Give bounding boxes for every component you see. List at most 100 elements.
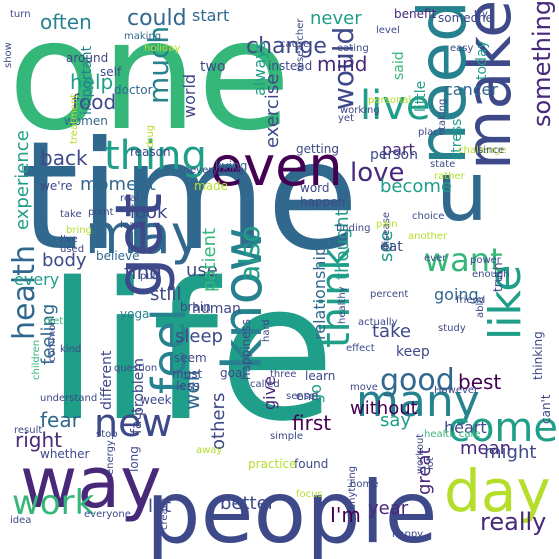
word-cancer: cancer: [444, 80, 498, 99]
word-drug: drug: [145, 124, 156, 148]
word-simple: simple: [270, 431, 304, 442]
word-work: work: [12, 483, 95, 523]
word-happy: happy: [392, 529, 424, 540]
word-disease: disease: [381, 212, 392, 250]
word-cause: cause: [280, 39, 310, 50]
word-result: result: [14, 425, 43, 436]
word-truth: truth: [491, 262, 505, 292]
word-help: help: [70, 70, 114, 94]
word-eating: eating: [337, 43, 369, 54]
word-able: able: [475, 296, 486, 318]
word-three: three: [270, 369, 297, 380]
word-everyone: everyone: [84, 509, 131, 520]
word-patient: patient: [199, 227, 220, 292]
word-true: true: [40, 165, 65, 179]
word-benefit: benefit: [394, 7, 437, 21]
word-actually: actually: [358, 317, 398, 328]
word-since: since: [478, 145, 504, 156]
word-relationship: relationship: [310, 245, 329, 340]
word-take: take: [60, 209, 82, 220]
word-friend: friend: [456, 295, 486, 306]
word-diet: diet: [44, 316, 64, 327]
word-eat: eat: [380, 239, 403, 255]
word-pain: pain: [376, 219, 398, 230]
word-time: time: [20, 110, 359, 284]
word-kind: kind: [60, 344, 82, 355]
word-finding: finding: [336, 223, 371, 234]
word-away: away: [196, 445, 223, 456]
word-i-m: I'm: [330, 503, 361, 527]
word-long: long: [127, 446, 141, 472]
word-thing: thing: [104, 133, 207, 179]
word-find: find: [124, 260, 162, 284]
word-move: move: [350, 382, 378, 393]
word-someone: someone: [438, 11, 493, 25]
word-instead: instead: [268, 59, 313, 73]
word-question: question: [114, 363, 158, 374]
word-focus: focus: [296, 489, 323, 500]
word-believe: believe: [96, 249, 140, 263]
word-love: love: [350, 158, 405, 188]
word-healthy: healthy: [337, 286, 348, 324]
word-new: new: [94, 401, 173, 445]
word-children: children: [31, 339, 42, 380]
word-one: one: [8, 0, 291, 164]
word-moment: moment: [80, 174, 156, 195]
word-still: still: [150, 284, 182, 305]
word-others: others: [208, 392, 229, 450]
word-health: health: [7, 245, 42, 340]
word-state: state: [430, 159, 456, 170]
word-living: living: [215, 159, 248, 173]
word-place: place: [418, 127, 445, 138]
word-making: making: [124, 31, 162, 42]
word-take: take: [372, 321, 411, 342]
word-year: year: [368, 498, 409, 519]
word-u: u: [436, 145, 488, 240]
word-rather: rather: [434, 171, 465, 182]
word-lot: lot: [425, 457, 436, 470]
word-word: word: [300, 181, 330, 195]
word-best: best: [458, 370, 502, 394]
word-something: something: [528, 0, 556, 128]
word-used: used: [60, 244, 85, 255]
word-start: start: [192, 6, 230, 25]
word-want: want: [424, 241, 503, 279]
word-working: working: [340, 105, 380, 116]
word-back: back: [40, 146, 88, 170]
word-enough: enough: [472, 269, 510, 280]
word-yoga: yoga: [120, 307, 150, 321]
word-come: come: [447, 405, 558, 451]
word-health-care: health care: [424, 429, 481, 440]
word-another: another: [408, 231, 448, 242]
word-practice: practice: [248, 457, 297, 471]
word-must: must: [172, 367, 203, 381]
word-always: always: [250, 41, 269, 96]
word-end: end: [296, 389, 319, 403]
word-many: many: [356, 376, 480, 427]
word-two: two: [200, 59, 226, 75]
word-power: power: [470, 255, 501, 266]
word-study: study: [438, 323, 466, 334]
word-use: use: [186, 260, 218, 281]
word-home: home: [350, 479, 379, 490]
word-less: less: [176, 379, 200, 393]
word-thought: thought: [332, 209, 353, 280]
word-however: However: [434, 385, 479, 396]
word-may: may: [85, 203, 203, 266]
word-could: could: [127, 6, 187, 31]
word-different: different: [99, 350, 115, 410]
word-holiday: holiday: [144, 43, 181, 54]
word-body: body: [42, 250, 87, 271]
word-food: food: [72, 90, 117, 114]
word-bring: bring: [66, 225, 92, 236]
word-create: create: [159, 498, 170, 530]
word-i-ve: I've: [60, 234, 78, 245]
word-effect: effect: [346, 343, 375, 354]
word-look: look: [130, 202, 168, 223]
word-people: people: [146, 463, 438, 559]
word-understand: understand: [40, 393, 98, 404]
word-better: better: [220, 493, 276, 514]
word-can-t: can't: [539, 394, 553, 424]
word-thinking: thinking: [531, 331, 545, 380]
